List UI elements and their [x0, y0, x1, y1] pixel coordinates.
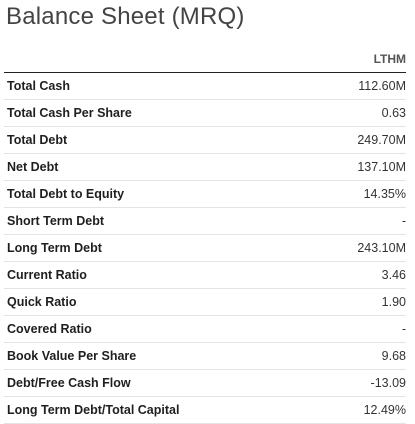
page-title: Balance Sheet (MRQ)	[6, 3, 245, 30]
table-row: Short Term Debt -	[4, 208, 406, 235]
row-value: -	[401, 214, 406, 228]
row-value: 0.63	[381, 106, 406, 120]
row-label: Covered Ratio	[7, 322, 92, 336]
row-value: 137.10M	[357, 160, 406, 174]
table-row: Current Ratio 3.46	[4, 262, 406, 289]
row-value: -13.09	[370, 376, 406, 390]
row-value: 112.60M	[358, 79, 406, 93]
row-label: Total Debt to Equity	[7, 187, 125, 201]
row-value: 3.46	[381, 268, 406, 282]
table-row: Debt/Free Cash Flow -13.09	[4, 370, 406, 397]
table-row: Quick Ratio 1.90	[4, 289, 406, 316]
row-label: Long Term Debt/Total Capital	[7, 403, 180, 417]
table-row: Total Debt 249.70M	[4, 127, 406, 154]
balance-sheet-table: LTHM Total Cash 112.60M Total Cash Per S…	[0, 46, 415, 424]
table-row: Total Cash 112.60M	[4, 73, 406, 100]
row-value: 249.70M	[357, 133, 406, 147]
row-label: Total Debt	[7, 133, 68, 147]
row-label: Debt/Free Cash Flow	[7, 376, 131, 390]
row-value: 243.10M	[357, 241, 406, 255]
table-header: LTHM	[4, 46, 406, 73]
table-row: Net Debt 137.10M	[4, 154, 406, 181]
row-label: Short Term Debt	[7, 214, 104, 228]
row-value: 1.90	[381, 295, 406, 309]
row-value: 14.35%	[363, 187, 406, 201]
row-label: Total Cash	[7, 79, 70, 93]
table-row: Total Cash Per Share 0.63	[4, 100, 406, 127]
row-label: Net Debt	[7, 160, 59, 174]
table-row: Book Value Per Share 9.68	[4, 343, 406, 370]
table-row: Long Term Debt/Total Capital 12.49%	[4, 397, 406, 424]
row-value: -	[401, 322, 406, 336]
row-label: Quick Ratio	[7, 295, 77, 309]
row-label: Long Term Debt	[7, 241, 102, 255]
table-row: Covered Ratio -	[4, 316, 406, 343]
row-value: 12.49%	[363, 403, 406, 417]
table-row: Total Debt to Equity 14.35%	[4, 181, 406, 208]
row-label: Book Value Per Share	[7, 349, 137, 363]
row-label: Current Ratio	[7, 268, 87, 282]
row-value: 9.68	[381, 349, 406, 363]
row-label: Total Cash Per Share	[7, 106, 132, 120]
column-header-ticker: LTHM	[373, 52, 406, 66]
table-row: Long Term Debt 243.10M	[4, 235, 406, 262]
